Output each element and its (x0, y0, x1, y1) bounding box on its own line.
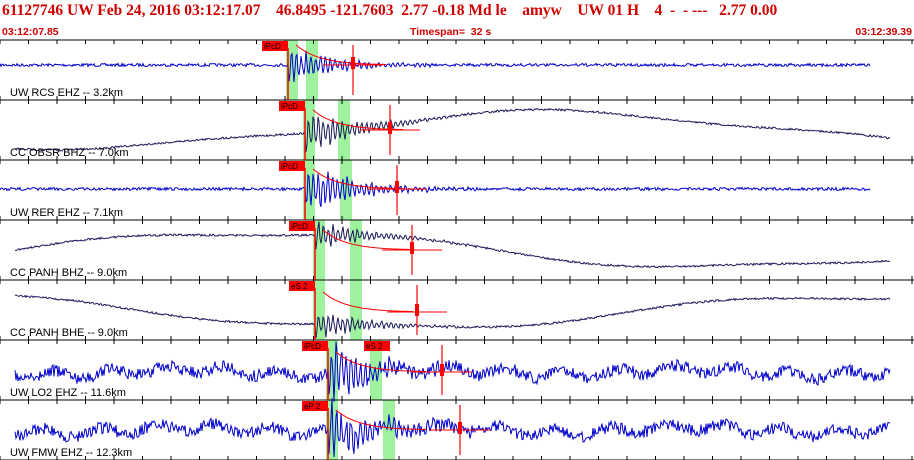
waveform-trace (14, 294, 891, 339)
start-time: 03:12:07.85 (2, 26, 59, 38)
pick-tag[interactable] (262, 41, 288, 51)
pick-tag[interactable] (364, 341, 390, 351)
pick-tag-label: iPcD (264, 42, 281, 51)
trace-label: UW RER EHZ -- 7.1km (10, 207, 123, 219)
waveform-trace (14, 341, 891, 402)
s-phase-window (383, 400, 395, 460)
trace-label: UW LO2 EHZ -- 11.6km (10, 387, 126, 399)
end-time: 03:12:39.39 (855, 26, 912, 38)
timespan: Timespan= 32 s (410, 26, 492, 38)
event-header: 61127746 UW Feb 24, 2016 03:12:17.07 46.… (2, 2, 778, 19)
pick-tag[interactable] (289, 221, 315, 231)
pick-tag-label: iPcD (291, 222, 308, 231)
trace-label: UW RCS EHZ -- 3.2km (10, 87, 123, 99)
pick-tag-label: iPcD (304, 342, 321, 351)
pick-tag[interactable] (302, 401, 328, 411)
waveform-trace (0, 50, 871, 83)
p-phase-window (303, 160, 315, 220)
pick-tag-label: eP 2 (304, 402, 321, 411)
pick-tag[interactable] (279, 101, 305, 111)
trace-label: UW FMW EHZ -- 12.3km (10, 447, 132, 459)
waveform-trace (14, 398, 891, 457)
pick-tag-label: eS 2 (366, 342, 383, 351)
pick-tag[interactable] (279, 161, 305, 171)
trace-label: CC PANH BHZ -- 9.0km (10, 267, 127, 279)
trace-label: CC OBSR BHZ -- 7.0km (10, 147, 129, 159)
waveform-trace (14, 107, 891, 152)
waveform-trace (0, 171, 871, 207)
p-phase-window (286, 40, 298, 100)
s-phase-window (306, 40, 318, 100)
pick-tag-label: eS 2 (291, 282, 308, 291)
pick-tag-label: iPcD (281, 162, 298, 171)
s-phase-window (350, 220, 362, 280)
pick-tag[interactable] (302, 341, 328, 351)
s-phase-window (350, 280, 362, 340)
trace-label: CC PANH BHE -- 9.0km (10, 327, 128, 339)
waveform-trace (15, 221, 891, 269)
pick-tag-label: iPcD (281, 102, 298, 111)
pick-tag[interactable] (289, 281, 315, 291)
